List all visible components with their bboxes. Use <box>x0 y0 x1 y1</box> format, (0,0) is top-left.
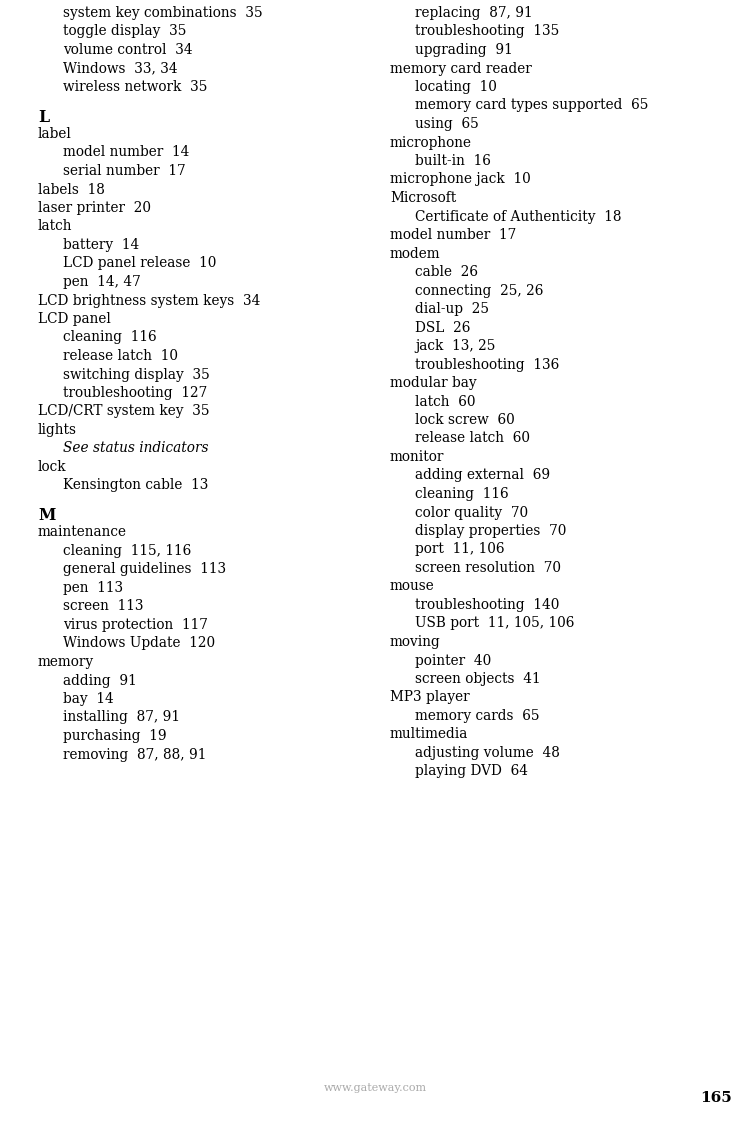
Text: release latch  60: release latch 60 <box>415 432 530 445</box>
Text: Kensington cable  13: Kensington cable 13 <box>63 479 208 492</box>
Text: Certificate of Authenticity  18: Certificate of Authenticity 18 <box>415 210 622 223</box>
Text: moving: moving <box>390 634 441 649</box>
Text: troubleshooting  136: troubleshooting 136 <box>415 358 560 371</box>
Text: labels  18: labels 18 <box>38 183 105 196</box>
Text: monitor: monitor <box>390 450 444 464</box>
Text: built-in  16: built-in 16 <box>415 154 491 168</box>
Text: model number  17: model number 17 <box>390 228 516 242</box>
Text: microphone: microphone <box>390 136 472 149</box>
Text: connecting  25, 26: connecting 25, 26 <box>415 284 543 297</box>
Text: screen  113: screen 113 <box>63 600 143 613</box>
Text: using  65: using 65 <box>415 117 478 131</box>
Text: removing  87, 88, 91: removing 87, 88, 91 <box>63 748 206 761</box>
Text: multimedia: multimedia <box>390 728 468 741</box>
Text: cleaning  116: cleaning 116 <box>63 331 157 344</box>
Text: cleaning  116: cleaning 116 <box>415 487 509 501</box>
Text: memory: memory <box>38 655 94 669</box>
Text: memory card types supported  65: memory card types supported 65 <box>415 99 648 112</box>
Text: maintenance: maintenance <box>38 526 127 539</box>
Text: upgrading  91: upgrading 91 <box>415 43 513 57</box>
Text: LCD panel: LCD panel <box>38 312 111 326</box>
Text: pen  113: pen 113 <box>63 581 123 595</box>
Text: purchasing  19: purchasing 19 <box>63 729 167 743</box>
Text: adding external  69: adding external 69 <box>415 469 550 482</box>
Text: LCD brightness system keys  34: LCD brightness system keys 34 <box>38 294 260 307</box>
Text: virus protection  117: virus protection 117 <box>63 618 208 632</box>
Text: Windows  33, 34: Windows 33, 34 <box>63 62 178 75</box>
Text: general guidelines  113: general guidelines 113 <box>63 563 226 576</box>
Text: MP3 player: MP3 player <box>390 691 470 704</box>
Text: 165: 165 <box>700 1091 732 1105</box>
Text: mouse: mouse <box>390 580 435 593</box>
Text: Microsoft: Microsoft <box>390 191 456 205</box>
Text: Windows Update  120: Windows Update 120 <box>63 637 215 650</box>
Text: DSL  26: DSL 26 <box>415 321 470 334</box>
Text: model number  14: model number 14 <box>63 146 189 159</box>
Text: troubleshooting  135: troubleshooting 135 <box>415 25 560 38</box>
Text: cleaning  115, 116: cleaning 115, 116 <box>63 544 191 558</box>
Text: lock: lock <box>38 460 67 474</box>
Text: microphone jack  10: microphone jack 10 <box>390 173 531 186</box>
Text: lights: lights <box>38 423 77 437</box>
Text: color quality  70: color quality 70 <box>415 506 528 519</box>
Text: screen objects  41: screen objects 41 <box>415 671 541 686</box>
Text: LCD/CRT system key  35: LCD/CRT system key 35 <box>38 405 209 418</box>
Text: adjusting volume  48: adjusting volume 48 <box>415 745 560 760</box>
Text: locating  10: locating 10 <box>415 80 497 94</box>
Text: latch  60: latch 60 <box>415 395 476 408</box>
Text: LCD panel release  10: LCD panel release 10 <box>63 257 216 270</box>
Text: troubleshooting  140: troubleshooting 140 <box>415 597 560 612</box>
Text: adding  91: adding 91 <box>63 674 136 687</box>
Text: screen resolution  70: screen resolution 70 <box>415 560 561 575</box>
Text: pen  14, 47: pen 14, 47 <box>63 275 141 289</box>
Text: M: M <box>38 507 56 524</box>
Text: jack  13, 25: jack 13, 25 <box>415 339 495 353</box>
Text: modem: modem <box>390 247 441 260</box>
Text: serial number  17: serial number 17 <box>63 164 186 178</box>
Text: cable  26: cable 26 <box>415 265 478 279</box>
Text: wireless network  35: wireless network 35 <box>63 80 207 94</box>
Text: display properties  70: display properties 70 <box>415 524 566 538</box>
Text: playing DVD  64: playing DVD 64 <box>415 765 528 778</box>
Text: volume control  34: volume control 34 <box>63 43 193 57</box>
Text: troubleshooting  127: troubleshooting 127 <box>63 386 207 400</box>
Text: installing  87, 91: installing 87, 91 <box>63 711 180 724</box>
Text: modular bay: modular bay <box>390 376 477 390</box>
Text: memory cards  65: memory cards 65 <box>415 708 539 723</box>
Text: bay  14: bay 14 <box>63 692 114 706</box>
Text: See status indicators: See status indicators <box>63 442 208 455</box>
Text: port  11, 106: port 11, 106 <box>415 543 505 556</box>
Text: toggle display  35: toggle display 35 <box>63 25 186 38</box>
Text: L: L <box>38 109 50 126</box>
Text: battery  14: battery 14 <box>63 238 140 252</box>
Text: release latch  10: release latch 10 <box>63 349 178 363</box>
Text: replacing  87, 91: replacing 87, 91 <box>415 6 532 20</box>
Text: pointer  40: pointer 40 <box>415 654 491 667</box>
Text: USB port  11, 105, 106: USB port 11, 105, 106 <box>415 617 574 630</box>
Text: system key combinations  35: system key combinations 35 <box>63 6 262 20</box>
Text: lock screw  60: lock screw 60 <box>415 413 514 427</box>
Text: latch: latch <box>38 220 73 233</box>
Text: label: label <box>38 127 72 141</box>
Text: laser printer  20: laser printer 20 <box>38 201 151 215</box>
Text: memory card reader: memory card reader <box>390 62 532 75</box>
Text: dial-up  25: dial-up 25 <box>415 302 489 316</box>
Text: www.gateway.com: www.gateway.com <box>323 1083 427 1093</box>
Text: switching display  35: switching display 35 <box>63 368 210 381</box>
